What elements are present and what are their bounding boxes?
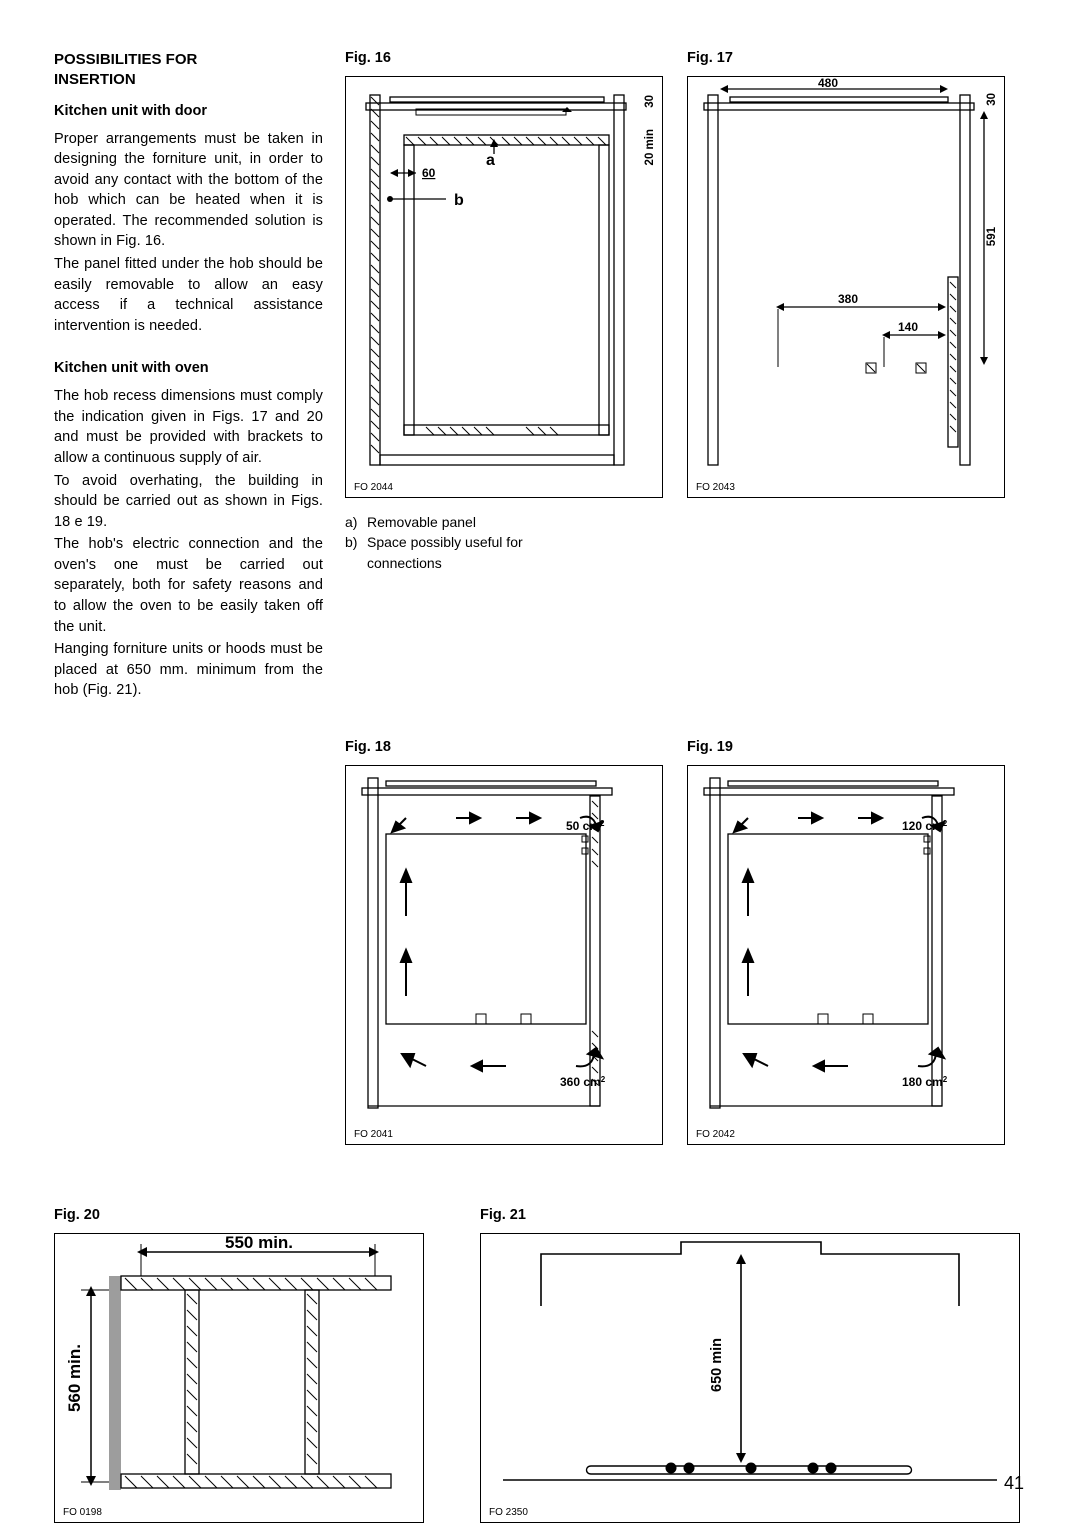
fig17-dim-30: 30 [986, 93, 998, 106]
fig18-block: Fig. 18 [345, 739, 665, 1145]
para-2: The hob recess dimensions must comply th… [54, 386, 323, 468]
fig19-bot: 180 cm [902, 1075, 943, 1089]
fig16-mark-a: a [486, 152, 495, 169]
fig18-svg: 50 cm2 360 cm2 [346, 766, 662, 1126]
fig16-fo: FO 2044 [354, 482, 393, 493]
section-line1: POSSIBILITIES FOR [54, 51, 197, 68]
fig19-frame: 120 cm2 180 cm2 FO 2042 [687, 765, 1005, 1145]
para-1: Proper arrangements must be taken in des… [54, 129, 323, 252]
fig17-dim-380: 380 [838, 292, 858, 306]
fig21-svg [481, 1234, 1019, 1502]
fig16-svg: a b 60 [346, 77, 662, 477]
fig17-label: Fig. 17 [687, 50, 1007, 66]
fig17-block: Fig. 17 480 380 [687, 50, 1007, 703]
fig16-label: Fig. 16 [345, 50, 665, 66]
fig19-svg: 120 cm2 180 cm2 [688, 766, 1004, 1126]
fig17-fo: FO 2043 [696, 482, 735, 493]
subheading-door: Kitchen unit with door [54, 103, 323, 119]
fig19-block: Fig. 19 [687, 739, 1007, 1145]
fig21-block: Fig. 21 650 min FO 2350 [480, 1207, 1020, 1523]
text-column: POSSIBILITIES FOR INSERTION Kitchen unit… [54, 50, 323, 703]
fig16-dim-60: 60 [422, 166, 436, 180]
fig20-fo: FO 0198 [63, 1507, 102, 1518]
para-3: To avoid overhating, the building in sho… [54, 471, 323, 533]
fig16-block: Fig. 16 [345, 50, 665, 703]
fig18-frame: 50 cm2 360 cm2 FO 2041 [345, 765, 663, 1145]
fig18-top: 50 cm [566, 819, 600, 833]
fig21-frame: 650 min FO 2350 [480, 1233, 1020, 1523]
section-heading: POSSIBILITIES FOR INSERTION [54, 50, 323, 91]
cap-a-key: a) [345, 512, 367, 532]
fig20-frame: 550 min. 560 min. FO 019 [54, 1233, 424, 1523]
svg-text:50 cm2: 50 cm2 [566, 819, 605, 833]
para-5: Hanging forniture units or hoods must be… [54, 639, 323, 701]
fig21-fo: FO 2350 [489, 1507, 528, 1518]
fig19-fo: FO 2042 [696, 1129, 735, 1140]
cap-b-key: b) [345, 532, 367, 573]
fig16-captions: a)Removable panel b)Space possibly usefu… [345, 512, 665, 573]
svg-text:120 cm2: 120 cm2 [902, 819, 948, 833]
fig17-svg: 480 380 140 [688, 77, 1004, 477]
fig21-h: 650 min [709, 1338, 725, 1392]
fig17-dim-140: 140 [898, 320, 918, 334]
fig20-h: 560 min. [65, 1344, 85, 1412]
fig20-svg: 550 min. [55, 1234, 423, 1502]
svg-text:360 cm2: 360 cm2 [560, 1075, 606, 1089]
fig19-top: 120 cm [902, 819, 943, 833]
fig18-bot: 360 cm [560, 1075, 601, 1089]
fig16-frame: a b 60 30 20 min FO 2044 [345, 76, 663, 498]
fig17-frame: 480 380 140 30 591 FO 2043 [687, 76, 1005, 498]
fig20-w: 550 min. [225, 1234, 293, 1252]
para-1b: The panel fitted under the hob should be… [54, 254, 323, 336]
fig19-label: Fig. 19 [687, 739, 1007, 755]
fig18-label: Fig. 18 [345, 739, 665, 755]
cap-a: Removable panel [367, 512, 476, 532]
page-number: 41 [1004, 1473, 1024, 1494]
fig16-dim-20min: 20 min [644, 129, 656, 165]
subheading-oven: Kitchen unit with oven [54, 360, 323, 376]
section-line2: INSERTION [54, 71, 136, 88]
fig17-dim-480: 480 [818, 77, 838, 90]
svg-text:180 cm2: 180 cm2 [902, 1075, 948, 1089]
fig20-block: Fig. 20 550 min. [54, 1207, 424, 1523]
para-4: The hob's electric connection and the ov… [54, 534, 323, 637]
fig18-fo: FO 2041 [354, 1129, 393, 1140]
cap-b: Space possibly useful for connections [367, 532, 577, 573]
fig16-mark-b: b [454, 192, 464, 209]
fig21-label: Fig. 21 [480, 1207, 1020, 1223]
fig20-label: Fig. 20 [54, 1207, 424, 1223]
fig17-dim-591: 591 [986, 227, 998, 246]
fig16-dim-30: 30 [644, 95, 656, 108]
